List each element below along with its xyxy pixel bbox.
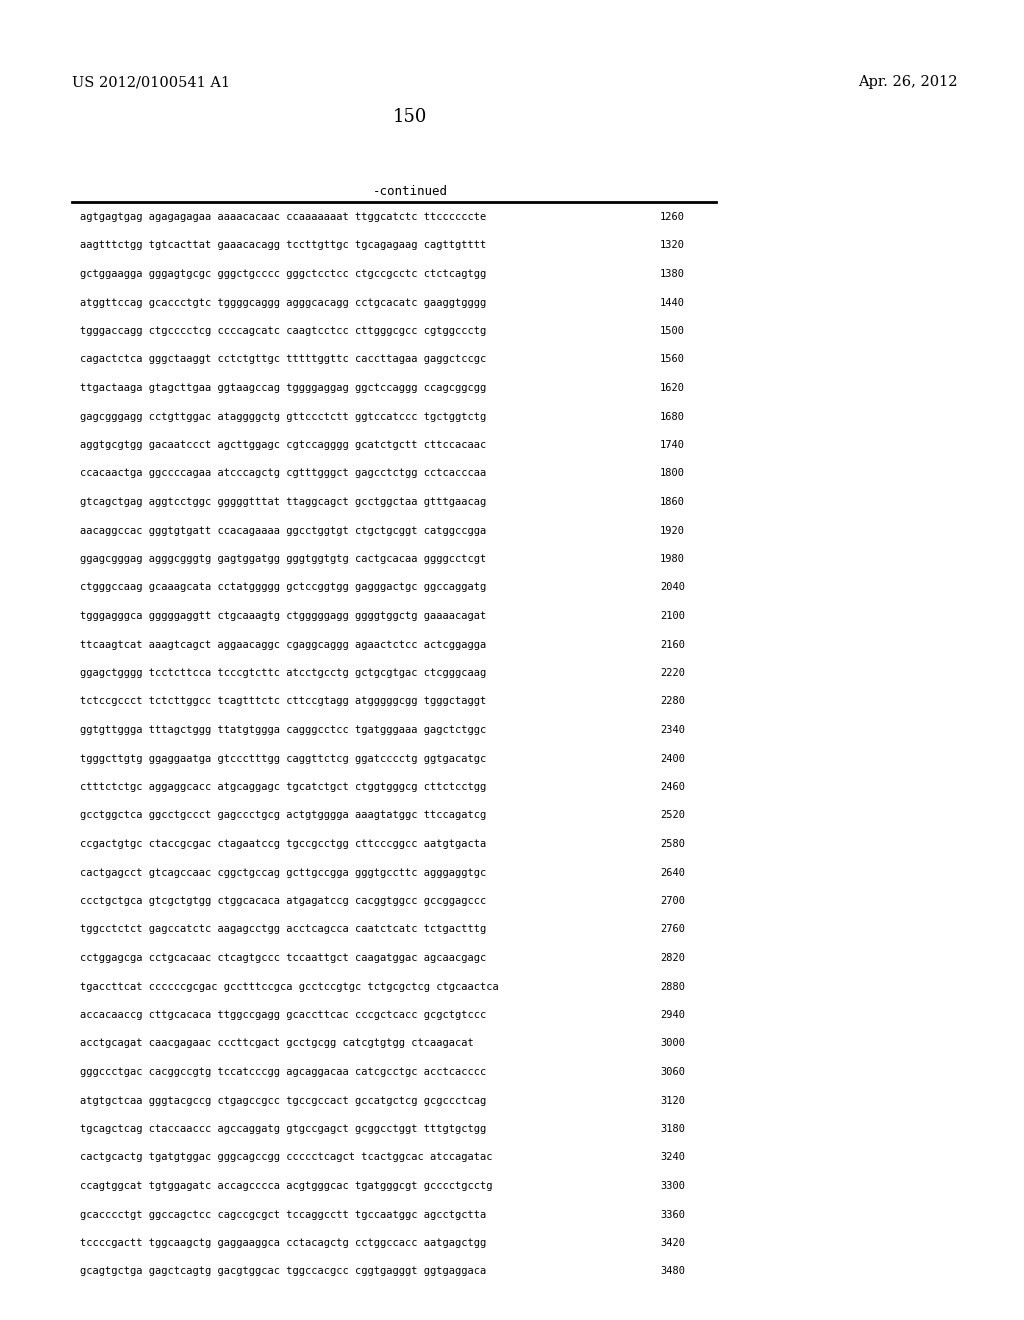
Text: 1800: 1800 xyxy=(660,469,685,479)
Text: ccacaactga ggccccagaa atcccagctg cgtttgggct gagcctctgg cctcacccaa: ccacaactga ggccccagaa atcccagctg cgtttgg… xyxy=(80,469,486,479)
Text: gcagtgctga gagctcagtg gacgtggcac tggccacgcc cggtgagggt ggtgaggaca: gcagtgctga gagctcagtg gacgtggcac tggccac… xyxy=(80,1266,486,1276)
Text: atgtgctcaa gggtacgccg ctgagccgcc tgccgccact gccatgctcg gcgccctcag: atgtgctcaa gggtacgccg ctgagccgcc tgccgcc… xyxy=(80,1096,486,1106)
Text: 1560: 1560 xyxy=(660,355,685,364)
Text: 3060: 3060 xyxy=(660,1067,685,1077)
Text: 2040: 2040 xyxy=(660,582,685,593)
Text: 3300: 3300 xyxy=(660,1181,685,1191)
Text: cactgcactg tgatgtggac gggcagccgg ccccctcagct tcactggcac atccagatac: cactgcactg tgatgtggac gggcagccgg ccccctc… xyxy=(80,1152,493,1163)
Text: 1860: 1860 xyxy=(660,498,685,507)
Text: 1320: 1320 xyxy=(660,240,685,251)
Text: gggccctgac cacggccgtg tccatcccgg agcaggacaa catcgcctgc acctcacccc: gggccctgac cacggccgtg tccatcccgg agcagga… xyxy=(80,1067,486,1077)
Text: 2700: 2700 xyxy=(660,896,685,906)
Text: 2820: 2820 xyxy=(660,953,685,964)
Text: ccgactgtgc ctaccgcgac ctagaatccg tgccgcctgg cttcccggcc aatgtgacta: ccgactgtgc ctaccgcgac ctagaatccg tgccgcc… xyxy=(80,840,486,849)
Text: gagcgggagg cctgttggac ataggggctg gttccctctt ggtccatccc tgctggtctg: gagcgggagg cctgttggac ataggggctg gttccct… xyxy=(80,412,486,421)
Text: 3360: 3360 xyxy=(660,1209,685,1220)
Text: 2940: 2940 xyxy=(660,1010,685,1020)
Text: tctccgccct tctcttggcc tcagtttctc cttccgtagg atgggggcgg tgggctaggt: tctccgccct tctcttggcc tcagtttctc cttccgt… xyxy=(80,697,486,706)
Text: 3240: 3240 xyxy=(660,1152,685,1163)
Text: 2400: 2400 xyxy=(660,754,685,763)
Text: cagactctca gggctaaggt cctctgttgc tttttggttc caccttagaa gaggctccgc: cagactctca gggctaaggt cctctgttgc tttttgg… xyxy=(80,355,486,364)
Text: accacaaccg cttgcacaca ttggccgagg gcaccttcac cccgctcacc gcgctgtccc: accacaaccg cttgcacaca ttggccgagg gcacctt… xyxy=(80,1010,486,1020)
Text: 2880: 2880 xyxy=(660,982,685,991)
Text: ctgggccaag gcaaagcata cctatggggg gctccggtgg gagggactgc ggccaggatg: ctgggccaag gcaaagcata cctatggggg gctccgg… xyxy=(80,582,486,593)
Text: aacaggccac gggtgtgatt ccacagaaaa ggcctggtgt ctgctgcggt catggccgga: aacaggccac gggtgtgatt ccacagaaaa ggcctgg… xyxy=(80,525,486,536)
Text: ggtgttggga tttagctggg ttatgtggga cagggcctcc tgatgggaaa gagctctggc: ggtgttggga tttagctggg ttatgtggga cagggcc… xyxy=(80,725,486,735)
Text: aggtgcgtgg gacaatccct agcttggagc cgtccagggg gcatctgctt cttccacaac: aggtgcgtgg gacaatccct agcttggagc cgtccag… xyxy=(80,440,486,450)
Text: 1980: 1980 xyxy=(660,554,685,564)
Text: ggagcgggag agggcgggtg gagtggatgg gggtggtgtg cactgcacaa ggggcctcgt: ggagcgggag agggcgggtg gagtggatgg gggtggt… xyxy=(80,554,486,564)
Text: 1260: 1260 xyxy=(660,213,685,222)
Text: ctttctctgc aggaggcacc atgcaggagc tgcatctgct ctggtgggcg cttctcctgg: ctttctctgc aggaggcacc atgcaggagc tgcatct… xyxy=(80,781,486,792)
Text: tgcagctcag ctaccaaccc agccaggatg gtgccgagct gcggcctggt tttgtgctgg: tgcagctcag ctaccaaccc agccaggatg gtgccga… xyxy=(80,1125,486,1134)
Text: gcctggctca ggcctgccct gagccctgcg actgtgggga aaagtatggc ttccagatcg: gcctggctca ggcctgccct gagccctgcg actgtgg… xyxy=(80,810,486,821)
Text: ccagtggcat tgtggagatc accagcccca acgtgggcac tgatgggcgt gcccctgcctg: ccagtggcat tgtggagatc accagcccca acgtggg… xyxy=(80,1181,493,1191)
Text: 2580: 2580 xyxy=(660,840,685,849)
Text: 3120: 3120 xyxy=(660,1096,685,1106)
Text: aagtttctgg tgtcacttat gaaacacagg tccttgttgc tgcagagaag cagttgtttt: aagtttctgg tgtcacttat gaaacacagg tccttgt… xyxy=(80,240,486,251)
Text: 1620: 1620 xyxy=(660,383,685,393)
Text: tgggagggca gggggaggtt ctgcaaagtg ctgggggagg ggggtggctg gaaaacagat: tgggagggca gggggaggtt ctgcaaagtg ctggggg… xyxy=(80,611,486,620)
Text: atggttccag gcaccctgtc tggggcaggg agggcacagg cctgcacatc gaaggtgggg: atggttccag gcaccctgtc tggggcaggg agggcac… xyxy=(80,297,486,308)
Text: gctggaagga gggagtgcgc gggctgcccc gggctcctcc ctgccgcctc ctctcagtgg: gctggaagga gggagtgcgc gggctgcccc gggctcc… xyxy=(80,269,486,279)
Text: 2460: 2460 xyxy=(660,781,685,792)
Text: tccccgactt tggcaagctg gaggaaggca cctacagctg cctggccacc aatgagctgg: tccccgactt tggcaagctg gaggaaggca cctacag… xyxy=(80,1238,486,1247)
Text: tgggaccagg ctgcccctcg ccccagcatc caagtcctcc cttgggcgcc cgtggccctg: tgggaccagg ctgcccctcg ccccagcatc caagtcc… xyxy=(80,326,486,337)
Text: ccctgctgca gtcgctgtgg ctggcacaca atgagatccg cacggtggcc gccggagccc: ccctgctgca gtcgctgtgg ctggcacaca atgagat… xyxy=(80,896,486,906)
Text: 3420: 3420 xyxy=(660,1238,685,1247)
Text: tgggcttgtg ggaggaatga gtccctttgg caggttctcg ggatcccctg ggtgacatgc: tgggcttgtg ggaggaatga gtccctttgg caggttc… xyxy=(80,754,486,763)
Text: 3180: 3180 xyxy=(660,1125,685,1134)
Text: 2280: 2280 xyxy=(660,697,685,706)
Text: gtcagctgag aggtcctggc gggggtttat ttaggcagct gcctggctaa gtttgaacag: gtcagctgag aggtcctggc gggggtttat ttaggca… xyxy=(80,498,486,507)
Text: tggcctctct gagccatctc aagagcctgg acctcagcca caatctcatc tctgactttg: tggcctctct gagccatctc aagagcctgg acctcag… xyxy=(80,924,486,935)
Text: cactgagcct gtcagccaac cggctgccag gcttgccgga gggtgccttc agggaggtgc: cactgagcct gtcagccaac cggctgccag gcttgcc… xyxy=(80,867,486,878)
Text: 3480: 3480 xyxy=(660,1266,685,1276)
Text: 2760: 2760 xyxy=(660,924,685,935)
Text: 1920: 1920 xyxy=(660,525,685,536)
Text: 1680: 1680 xyxy=(660,412,685,421)
Text: cctggagcga cctgcacaac ctcagtgccc tccaattgct caagatggac agcaacgagc: cctggagcga cctgcacaac ctcagtgccc tccaatt… xyxy=(80,953,486,964)
Text: acctgcagat caacgagaac cccttcgact gcctgcgg catcgtgtgg ctcaagacat: acctgcagat caacgagaac cccttcgact gcctgcg… xyxy=(80,1039,474,1048)
Text: 1500: 1500 xyxy=(660,326,685,337)
Text: 2640: 2640 xyxy=(660,867,685,878)
Text: 2220: 2220 xyxy=(660,668,685,678)
Text: 2100: 2100 xyxy=(660,611,685,620)
Text: 3000: 3000 xyxy=(660,1039,685,1048)
Text: tgaccttcat ccccccgcgac gcctttccgca gcctccgtgc tctgcgctcg ctgcaactca: tgaccttcat ccccccgcgac gcctttccgca gcctc… xyxy=(80,982,499,991)
Text: Apr. 26, 2012: Apr. 26, 2012 xyxy=(858,75,958,88)
Text: 150: 150 xyxy=(393,108,427,125)
Text: ggagctgggg tcctcttcca tcccgtcttc atcctgcctg gctgcgtgac ctcgggcaag: ggagctgggg tcctcttcca tcccgtcttc atcctgc… xyxy=(80,668,486,678)
Text: 1740: 1740 xyxy=(660,440,685,450)
Text: 2160: 2160 xyxy=(660,639,685,649)
Text: 2340: 2340 xyxy=(660,725,685,735)
Text: 1380: 1380 xyxy=(660,269,685,279)
Text: 1440: 1440 xyxy=(660,297,685,308)
Text: 2520: 2520 xyxy=(660,810,685,821)
Text: gcacccctgt ggccagctcc cagccgcgct tccaggcctt tgccaatggc agcctgctta: gcacccctgt ggccagctcc cagccgcgct tccaggc… xyxy=(80,1209,486,1220)
Text: ttgactaaga gtagcttgaa ggtaagccag tggggaggag ggctccaggg ccagcggcgg: ttgactaaga gtagcttgaa ggtaagccag tggggag… xyxy=(80,383,486,393)
Text: -continued: -continued xyxy=(373,185,447,198)
Text: US 2012/0100541 A1: US 2012/0100541 A1 xyxy=(72,75,230,88)
Text: ttcaagtcat aaagtcagct aggaacaggc cgaggcaggg agaactctcc actcggagga: ttcaagtcat aaagtcagct aggaacaggc cgaggca… xyxy=(80,639,486,649)
Text: agtgagtgag agagagagaa aaaacacaac ccaaaaaaat ttggcatctc ttccccccte: agtgagtgag agagagagaa aaaacacaac ccaaaaa… xyxy=(80,213,486,222)
